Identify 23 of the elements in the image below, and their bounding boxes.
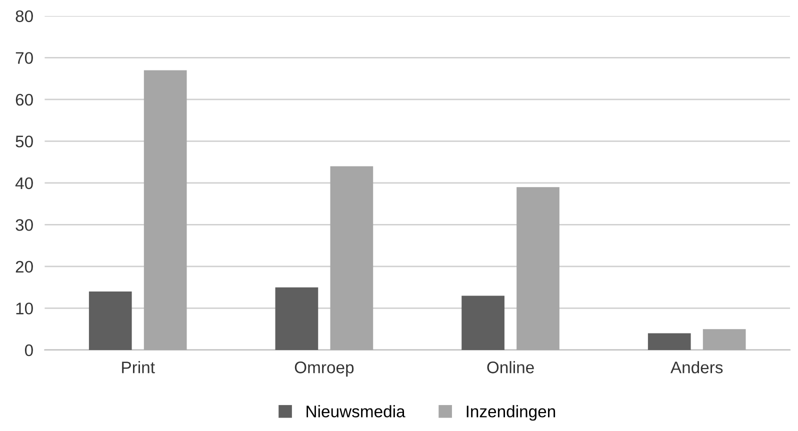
legend-label: Inzendingen xyxy=(466,405,556,421)
y-tick-label: 10 xyxy=(16,302,33,314)
y-tick-label: 60 xyxy=(16,94,33,106)
y-tick-label: 80 xyxy=(16,10,33,22)
bar xyxy=(462,296,504,350)
legend-label: Nieuwsmedia xyxy=(306,405,406,418)
bar xyxy=(275,287,318,350)
y-tick-label: 40 xyxy=(15,177,33,190)
y-tick-label: 70 xyxy=(16,52,33,64)
bar xyxy=(516,187,560,350)
x-tick-label: Omroep xyxy=(294,362,354,377)
x-tick-label: Print xyxy=(122,361,155,374)
bar xyxy=(648,333,691,350)
y-tick-label: 30 xyxy=(16,219,33,231)
x-tick-label: Online xyxy=(487,361,534,374)
bar xyxy=(88,292,132,350)
bar xyxy=(702,329,746,350)
bar xyxy=(330,166,374,350)
y-tick-label: 0 xyxy=(24,344,33,356)
bar xyxy=(144,70,187,350)
y-tick-label: 20 xyxy=(16,260,33,273)
x-tick-label: Anders xyxy=(670,361,723,374)
y-tick-label: 50 xyxy=(16,136,33,148)
